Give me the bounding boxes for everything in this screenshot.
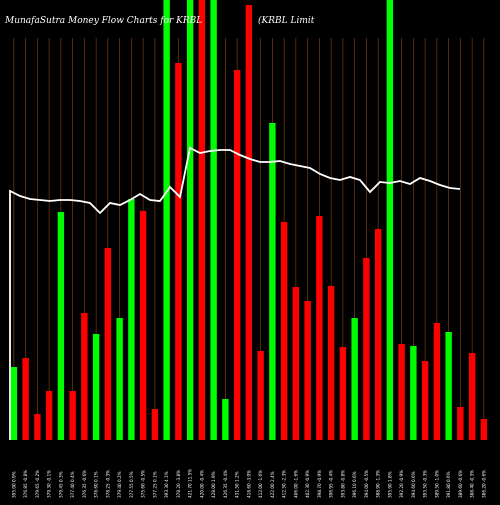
x-tick-label: 389.60 -0.6%: [458, 470, 463, 498]
bar-up: [128, 199, 135, 440]
bar-down: [257, 351, 264, 440]
x-tick-label: 394.00 -0.5%: [364, 470, 369, 498]
bar-up: [116, 318, 123, 440]
bar-down: [480, 419, 488, 440]
bar-down: [398, 344, 405, 440]
x-tick-label: 376.85 -0.8%: [23, 470, 28, 498]
bar-up: [186, 0, 194, 440]
bar-down: [45, 391, 53, 440]
x-tick-label: 379.45 0.3%: [58, 471, 63, 498]
money-flow-line: [9, 146, 461, 440]
bar-down: [22, 358, 29, 440]
bar-up: [445, 332, 452, 440]
bar-up: [222, 399, 229, 440]
x-tick-label: 378.25 -0.3%: [105, 470, 110, 498]
bar-down: [233, 70, 241, 440]
bar-down: [104, 248, 112, 440]
x-tick-label: 379.40 0.2%: [117, 471, 122, 498]
bar-up: [269, 123, 276, 440]
bar-up: [351, 318, 358, 440]
x-tick-label: 391.80 0.6%: [446, 471, 451, 498]
bar-down: [81, 313, 88, 440]
chart-title: MunafaSutra Money Flow Charts for KRBL: [4, 16, 202, 26]
money-flow-line-group: [9, 146, 461, 440]
bar-down: [433, 323, 441, 440]
x-tick-label: 386.20 -0.6%: [481, 470, 486, 498]
bar-down: [457, 407, 464, 440]
x-tick-label: 393.30 4.1%: [164, 471, 169, 498]
bar-down: [363, 258, 370, 440]
bar-down: [292, 287, 300, 440]
bar-up: [210, 0, 217, 440]
x-tick-label: 396.10 0.6%: [352, 471, 357, 498]
x-tick-label: 393.50 -0.3%: [423, 470, 428, 498]
chart-subtitle: (KRBL Limit: [258, 15, 315, 26]
bar-down: [280, 222, 288, 440]
x-tick-label: 394.60 0.6%: [411, 471, 416, 498]
x-tick-label: 396.95 -0.4%: [329, 470, 334, 498]
x-tick-label: 388.90 -1.3%: [376, 470, 381, 498]
x-tick-label: 393.80 -0.8%: [340, 470, 345, 498]
bar-up: [386, 0, 394, 440]
x-tick-label: 377.25 0.1%: [152, 471, 157, 498]
bar-down: [316, 216, 323, 440]
x-tick-label: 378.20 -3.8%: [176, 470, 181, 498]
bar-up: [163, 0, 170, 440]
x-tick-label: 420.00 -0.4%: [199, 470, 204, 498]
bar-down: [374, 229, 382, 440]
x-tick-label: 418.60 -3.0%: [246, 470, 251, 498]
x-tick-label: 375.60 -0.5%: [141, 470, 146, 498]
x-tick-label: 421.70 11.5%: [188, 469, 193, 498]
x-tick-label: 422.00 2.4%: [270, 471, 275, 498]
x-tick-label: 389.50 -1.0%: [434, 470, 439, 498]
bar-down: [245, 5, 253, 440]
x-tick-label: 388.40 -0.3%: [470, 470, 475, 498]
x-tick-label: 395.00 0.9%: [11, 471, 16, 498]
x-tick-label: 412.00 -1.6%: [258, 470, 263, 498]
x-tick-label: 379.30 -0.1%: [47, 470, 52, 498]
x-tick-label: 392.20 -0.9%: [399, 470, 404, 498]
x-tick-label: 377.55 0.5%: [129, 471, 134, 498]
x-tick-label: 402.30 -0.9%: [305, 470, 310, 498]
bar-up: [410, 346, 417, 440]
x-tick-label: 376.35 -0.6%: [82, 470, 87, 498]
bar-up: [92, 334, 100, 440]
bar-down: [139, 211, 147, 440]
x-tick-label: 426.35 -0.4%: [223, 470, 228, 498]
bar-down: [327, 286, 335, 440]
x-tick-label: 428.00 1.9%: [211, 471, 216, 498]
bar-down: [339, 347, 347, 440]
x-tick-label: 431.50 1.2%: [235, 471, 240, 498]
x-tick-label: 395.90 1.8%: [387, 471, 392, 498]
x-tick-label: 406.00 -1.6%: [293, 470, 298, 498]
bar-down: [151, 409, 159, 440]
bar-down: [421, 361, 429, 440]
bar-down: [198, 0, 206, 440]
bars: [10, 0, 488, 440]
x-tick-label: 412.50 -2.3%: [282, 470, 287, 498]
bar-up: [57, 212, 65, 440]
bar-down: [468, 353, 476, 440]
bar-down: [304, 301, 311, 440]
x-tick-label: 377.40 0.4%: [70, 471, 75, 498]
x-tick-labels: 395.00 0.9% 376.85 -0.8% 379.65 -0.2% 379.3…: [11, 469, 486, 498]
x-tick-label: 379.65 -0.2%: [35, 470, 40, 498]
x-tick-label: 398.70 -0.9%: [317, 470, 322, 498]
bar-up: [10, 367, 18, 440]
x-tick-label: 378.60 0.1%: [94, 471, 99, 498]
bar-down: [69, 391, 76, 440]
bar-down: [175, 63, 182, 440]
bar-down: [34, 414, 41, 440]
